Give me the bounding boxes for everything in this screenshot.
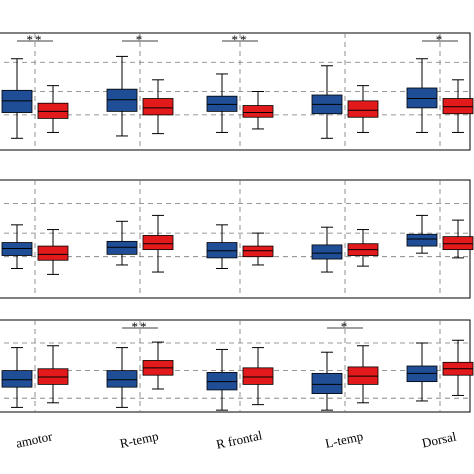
significance-label: ** <box>27 32 44 47</box>
box <box>442 236 474 251</box>
x-tick-label: Dorsal <box>421 429 458 451</box>
box <box>242 245 274 258</box>
box <box>106 240 138 255</box>
box <box>37 102 69 119</box>
box <box>142 98 174 116</box>
box <box>311 372 343 394</box>
box <box>347 100 379 118</box>
panel-frame <box>0 32 471 151</box>
box <box>1 89 33 113</box>
significance-label: ** <box>132 319 149 334</box>
box <box>206 95 238 112</box>
box <box>1 370 33 388</box>
x-tick-label: amotor <box>14 428 54 450</box>
box <box>106 88 138 112</box>
significance-label: * <box>341 319 350 334</box>
significance-label: * <box>136 32 145 47</box>
box <box>406 87 438 109</box>
box <box>242 367 274 385</box>
x-tick-label: L-temp <box>324 428 365 451</box>
box <box>406 233 438 247</box>
box <box>142 235 174 251</box>
x-tick-label: R frontal <box>215 427 264 451</box>
box <box>311 244 343 260</box>
x-tick-label: R-temp <box>118 428 159 451</box>
box <box>106 370 138 388</box>
box <box>1 242 33 256</box>
panel-frame <box>0 179 471 299</box>
box <box>37 245 69 261</box>
box <box>242 105 274 118</box>
box <box>442 98 474 115</box>
significance-label: * <box>436 32 445 47</box>
significance-label: ** <box>232 32 249 47</box>
box <box>206 242 238 259</box>
